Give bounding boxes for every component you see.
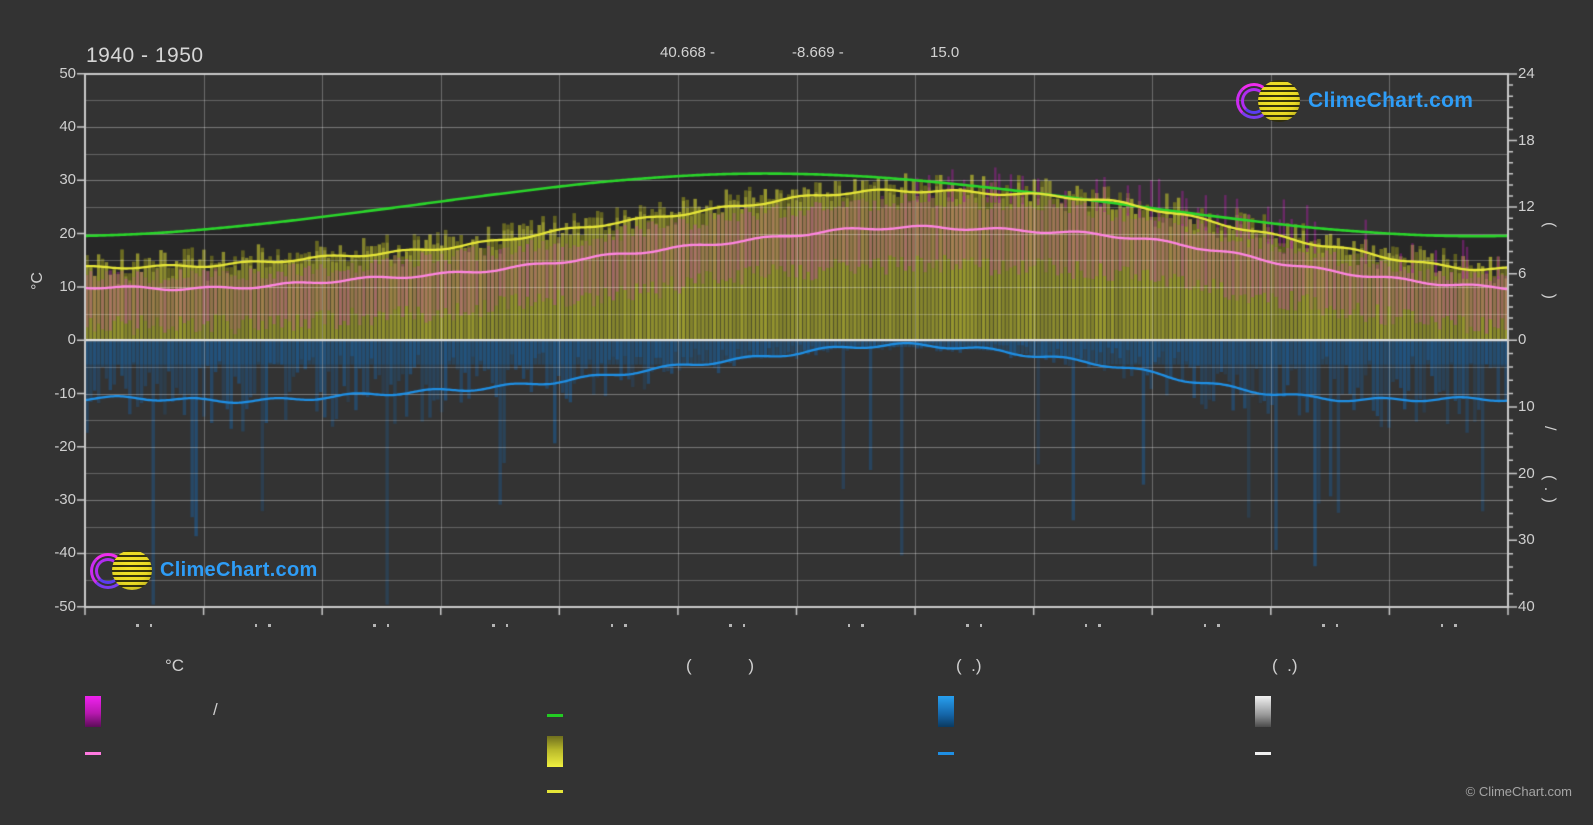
- legend-header-snow: ( .): [1272, 656, 1298, 675]
- header-elevation: 15.0: [930, 44, 960, 61]
- x-axis-month-label: [610, 624, 627, 630]
- climechart-ring-icon: [90, 550, 152, 590]
- x-axis-month-label: [254, 624, 271, 630]
- right-axis-precip-tick-label: 20: [1518, 464, 1535, 482]
- x-axis-month-label: [1203, 624, 1220, 630]
- right-axis-precip-tick-label: 40: [1518, 598, 1535, 615]
- legend-swatch-temp-range-gradient: [85, 696, 101, 727]
- left-axis-tick-label: 10: [59, 277, 76, 295]
- legend-header-temperature: °C: [165, 656, 185, 675]
- left-axis-tick-label: -20: [54, 437, 76, 455]
- x-axis-month-label: [847, 624, 864, 630]
- legend-swatch-snow-gradient: [1255, 696, 1271, 727]
- legend-swatch-max-temp-line: [547, 790, 563, 793]
- right-axis-sun-tick-label: 12: [1518, 198, 1535, 216]
- left-axis-tick-label: 40: [59, 118, 76, 135]
- right-axis-sun-tick-label: 6: [1518, 264, 1527, 282]
- header-latitude: 40.668 -: [660, 44, 716, 61]
- legend-swatch-snow-line: [1255, 752, 1271, 755]
- x-axis-month-label: [1084, 624, 1101, 630]
- copyright-text: © ClimeChart.com: [1465, 784, 1572, 799]
- legend-swatch-rain-line: [938, 752, 954, 755]
- right-axis-sun-tick-label: 24: [1518, 65, 1535, 82]
- right-axis-lower-label: / ( . ): [1541, 426, 1558, 504]
- left-axis-tick-label: 50: [59, 64, 76, 82]
- climechart-logo-text: ClimeChart.com: [1308, 89, 1474, 112]
- legend-header-sun: ( ): [686, 656, 754, 675]
- climechart-ring-icon: [1236, 80, 1300, 122]
- x-axis-month-label: [1322, 624, 1339, 630]
- left-axis-tick-label: -30: [54, 491, 76, 509]
- x-axis-month-label: [373, 624, 390, 630]
- right-axis-sun-tick-label: 0: [1518, 331, 1527, 349]
- climechart-logo-text: ClimeChart.com: [160, 558, 318, 581]
- legend-swatch-daylength-line: [547, 714, 563, 717]
- left-axis-tick-label: -10: [54, 384, 76, 402]
- legend: °C / ( ) ( .) ( .): [0, 650, 1593, 810]
- x-axis-month-label: [136, 624, 153, 630]
- left-axis-tick-label: 30: [59, 171, 76, 189]
- chart-title: 1940 - 1950: [86, 44, 204, 67]
- legend-header-rain: ( .): [956, 656, 982, 675]
- left-axis-tick-label: 20: [59, 224, 76, 242]
- sun-icon: [1258, 80, 1300, 122]
- legend-label-max-min: /: [213, 700, 218, 719]
- right-axis-upper-label: ( ): [1541, 222, 1558, 300]
- x-axis-month-label: [729, 624, 746, 630]
- right-axis-sun-tick-label: 18: [1518, 131, 1535, 149]
- x-axis-month-label: [1440, 624, 1457, 630]
- sun-icon: [112, 550, 152, 590]
- right-axis-precip-tick-label: 30: [1518, 531, 1535, 549]
- x-axis-month-label: [966, 624, 983, 630]
- climechart-logo-top-right: ClimeChart.com: [1236, 80, 1473, 122]
- legend-swatch-sunshine-gradient: [547, 736, 563, 767]
- left-axis-tick-label: -40: [54, 544, 76, 562]
- legend-swatch-mean-temp-line: [85, 752, 101, 755]
- left-axis-tick-label: -50: [54, 597, 76, 615]
- right-axis-precip-tick-label: 10: [1518, 397, 1535, 415]
- left-axis-tick-label: 0: [67, 331, 76, 349]
- legend-swatch-rain-gradient: [938, 696, 954, 727]
- header-longitude: -8.669 -: [792, 44, 844, 61]
- climechart-logo-bottom-left: ClimeChart.com: [90, 550, 318, 590]
- x-axis-month-label: [492, 624, 509, 630]
